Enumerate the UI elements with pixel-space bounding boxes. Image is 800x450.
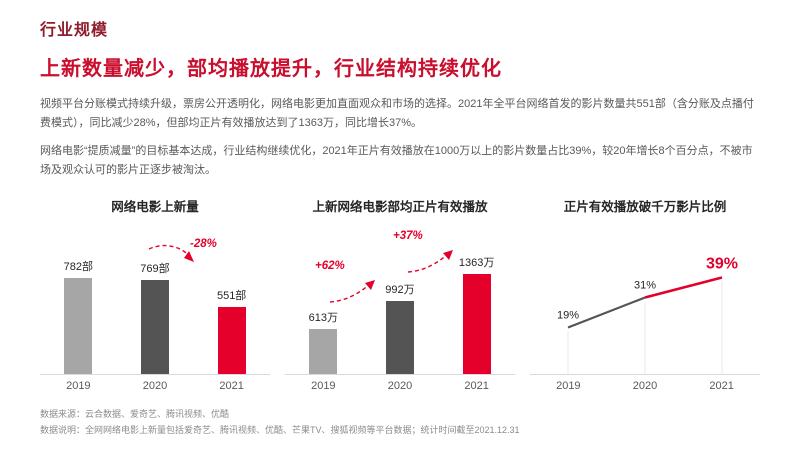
chart-title: 网络电影上新量 (111, 200, 199, 214)
point-value-label: 39% (706, 256, 738, 273)
footer-notes: 数据来源：云合数据、爱奇艺、腾讯视频、优酷 数据说明：全网网络电影上新量包括爱奇… (40, 406, 520, 438)
chart-over-10m-ratio: 正片有效播放破千万影片比例 19% 31% 39% 2019 2020 2021 (530, 196, 760, 392)
bar-value-label: 992万 (385, 284, 415, 296)
chart-avg-plays: 上新网络电影部均正片有效播放 613万 992万 1363万 2019 2020 2021… (285, 196, 515, 392)
paragraph-1: 视频平台分账模式持续升级，票房公开透明化，网络电影更加直面观众和市场的选择。20… (40, 98, 754, 130)
x-axis-label: 2020 (632, 380, 658, 392)
x-axis-labels: 2019 2020 2021 (285, 380, 515, 392)
bar-group-2020: 769部 (127, 260, 183, 374)
bar (217, 307, 246, 374)
bar-value-label: 769部 (140, 263, 170, 275)
charts-row: 网络电影上新量 782部 769部 551部 2019 2020 2021 -28% 上新… (40, 196, 760, 392)
bar-chart-body: 613万 992万 1363万 2019 2020 2021 (285, 225, 515, 392)
x-axis-label: 2019 (311, 380, 336, 392)
x-axis-label: 2021 (464, 380, 489, 392)
point-value-label: 19% (557, 310, 579, 322)
bar-group-2019: 613万 (295, 309, 351, 374)
bar-group-2021: 1363万 (449, 254, 505, 374)
line-chart-svg: 19% 31% 39% (557, 256, 738, 374)
point-value-label: 31% (634, 280, 656, 292)
line-chart-body: 19% 31% 39% 2019 2020 2021 (530, 225, 760, 392)
data-source: 数据来源：云合数据、爱奇艺、腾讯视频、优酷 (40, 408, 230, 419)
bar (140, 280, 169, 374)
bar-chart-body: 782部 769部 551部 2019 2020 2021 (40, 225, 270, 392)
bar-value-label: 1363万 (458, 257, 495, 269)
line-plot-area: 19% 31% 39% (530, 225, 760, 375)
page-title: 行业规模 (40, 22, 109, 39)
bar-value-label: 782部 (63, 261, 93, 273)
chart-new-releases: 网络电影上新量 782部 769部 551部 2019 2020 2021 -28% (40, 196, 270, 392)
trend-up-arrow-icon (329, 280, 375, 303)
bar (309, 329, 338, 374)
trend-up-arrow-icon (407, 250, 453, 273)
bar-group-2020: 992万 (372, 281, 428, 374)
x-axis-label: 2019 (66, 380, 91, 392)
growth-annotation: +37% (393, 230, 423, 242)
bar-group-2019: 782部 (50, 258, 106, 374)
chart-title: 正片有效播放破千万影片比例 (563, 200, 727, 214)
x-axis-label: 2021 (219, 380, 244, 392)
growth-annotation: +62% (315, 260, 345, 272)
bar (385, 301, 414, 374)
x-axis-label: 2020 (142, 380, 168, 392)
bar-value-label: 613万 (308, 312, 338, 324)
trend-down-arrow-icon (148, 244, 194, 262)
x-axis-labels: 2019 2020 2021 (530, 380, 760, 392)
data-note: 数据说明：全网网络电影上新量包括爱奇艺、腾讯视频、优酷、芒果TV、搜狐视频等平台… (40, 424, 520, 435)
bar-plot-area: 613万 992万 1363万 (285, 225, 515, 375)
x-axis-label: 2021 (709, 380, 734, 392)
body-text: 视频平台分账模式持续升级，票房公开透明化，网络电影更加直面观众和市场的选择。20… (40, 95, 760, 180)
headline: 上新数量减少，部均播放提升，行业结构持续优化 (40, 58, 502, 80)
chart-title: 上新网络电影部均正片有效播放 (312, 200, 488, 214)
x-axis-label: 2019 (556, 380, 581, 392)
paragraph-2: 网络电影“提质减量”的目标基本达成，行业结构继续优化，2021年正片有效播放在1… (40, 144, 753, 176)
bar (462, 274, 491, 374)
x-axis-labels: 2019 2020 2021 (40, 380, 270, 392)
bar (64, 278, 93, 374)
growth-annotation: -28% (190, 238, 217, 250)
x-axis-label: 2020 (387, 380, 413, 392)
bar-group-2021: 551部 (204, 287, 260, 374)
bar-value-label: 551部 (216, 290, 247, 302)
bar-plot-area: 782部 769部 551部 (40, 225, 270, 375)
